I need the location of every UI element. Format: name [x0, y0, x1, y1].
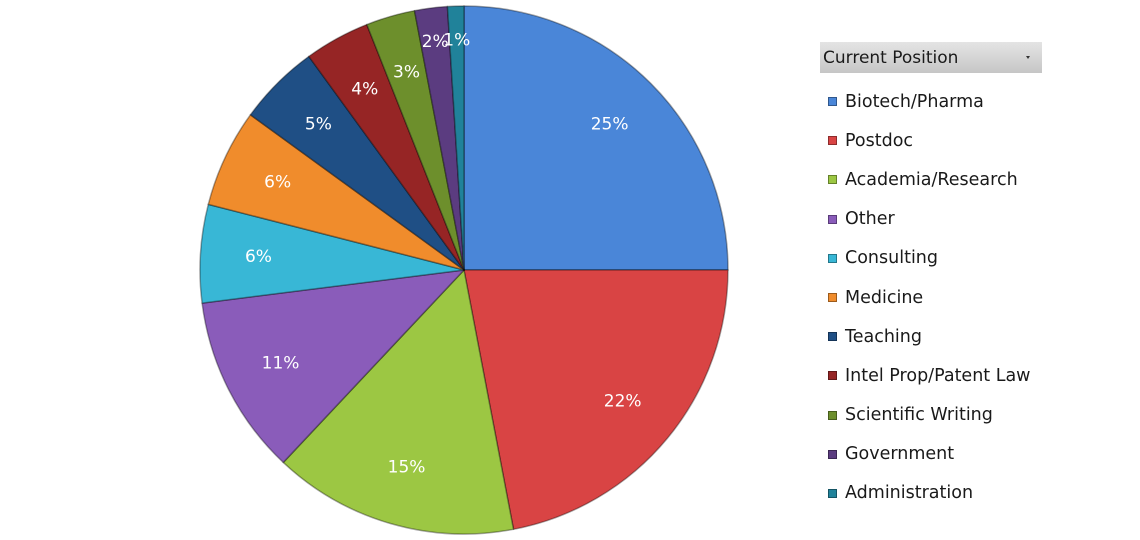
legend-swatch-icon — [828, 253, 837, 263]
pie-slice-4 — [199, 203, 465, 304]
pie-slice-2 — [282, 269, 515, 535]
pie-slice-label-6: 5% — [305, 114, 332, 134]
legend-swatch-icon — [828, 488, 837, 498]
pie-slice-1 — [463, 269, 729, 531]
pie-slice-label-8: 3% — [393, 62, 420, 82]
legend-item-5: Medicine — [820, 278, 1050, 317]
legend-swatch-icon — [828, 410, 837, 420]
pie-slice-7 — [308, 23, 465, 271]
legend-item-label: Government — [845, 444, 955, 465]
pie-slice-label-4: 6% — [245, 247, 272, 267]
legend-item-7: Intel Prop/Patent Law — [820, 356, 1050, 395]
legend-item-label: Academia/Research — [845, 169, 1018, 190]
legend-item-1: Postdoc — [820, 121, 1050, 160]
pie-slice-label-9: 2% — [422, 32, 449, 52]
legend-swatch-icon — [828, 371, 837, 381]
legend-item-6: Teaching — [820, 317, 1050, 356]
legend-item-label: Administration — [845, 483, 974, 504]
legend-item-2: Academia/Research — [820, 160, 1050, 199]
legend-swatch-icon — [828, 332, 837, 342]
legend-item-label: Teaching — [845, 326, 922, 347]
pie-slice-10 — [446, 5, 465, 271]
pie-slice-label-0: 25% — [591, 114, 629, 134]
pie-slice-label-10: 1% — [443, 30, 470, 50]
legend: Current Position Biotech/Pharma Postdoc Ac… — [820, 42, 1050, 513]
legend-filter-button[interactable]: Current Position — [820, 42, 1042, 73]
legend-swatch-icon — [828, 175, 837, 185]
legend-swatch-icon — [828, 97, 837, 107]
legend-item-label: Consulting — [845, 248, 939, 269]
legend-list: Biotech/Pharma Postdoc Academia/Research Ot… — [820, 82, 1050, 513]
pie-slice-8 — [366, 9, 465, 271]
legend-item-9: Government — [820, 435, 1050, 474]
legend-swatch-icon — [828, 214, 837, 224]
legend-swatch-icon — [828, 449, 837, 459]
pie-slice-label-3: 11% — [262, 353, 300, 373]
legend-item-label: Other — [845, 209, 895, 230]
pie-slice-label-7: 4% — [351, 80, 378, 100]
pie-slice-5 — [207, 114, 465, 271]
pie-labels: 25% 22% 15% 11% 6% 6% 5% 4% 3%2%1% — [245, 30, 642, 477]
legend-item-10: Administration — [820, 474, 1050, 513]
pie-slice-0 — [463, 5, 729, 271]
legend-item-label: Scientific Writing — [845, 405, 993, 426]
legend-item-label: Intel Prop/Patent Law — [845, 365, 1031, 386]
pie-slice-label-1: 22% — [604, 391, 642, 411]
pie-slice-label-5: 6% — [264, 172, 291, 192]
legend-item-label: Medicine — [845, 287, 924, 308]
legend-item-label: Postdoc — [845, 130, 914, 151]
pie-slices — [199, 5, 729, 535]
legend-title: Current Position — [823, 47, 959, 68]
pie-slice-label-2: 15% — [388, 458, 426, 478]
legend-item-4: Consulting — [820, 239, 1050, 278]
legend-item-3: Other — [820, 200, 1050, 239]
legend-swatch-icon — [828, 293, 837, 303]
legend-item-8: Scientific Writing — [820, 396, 1050, 435]
legend-item-label: Biotech/Pharma — [845, 91, 984, 112]
pie-slice-9 — [413, 5, 465, 271]
dropdown-arrow-icon[interactable] — [1026, 56, 1030, 59]
pie-slice-3 — [201, 269, 465, 464]
legend-item-0: Biotech/Pharma — [820, 82, 1050, 121]
pie-slice-6 — [249, 55, 465, 271]
legend-swatch-icon — [828, 136, 837, 146]
